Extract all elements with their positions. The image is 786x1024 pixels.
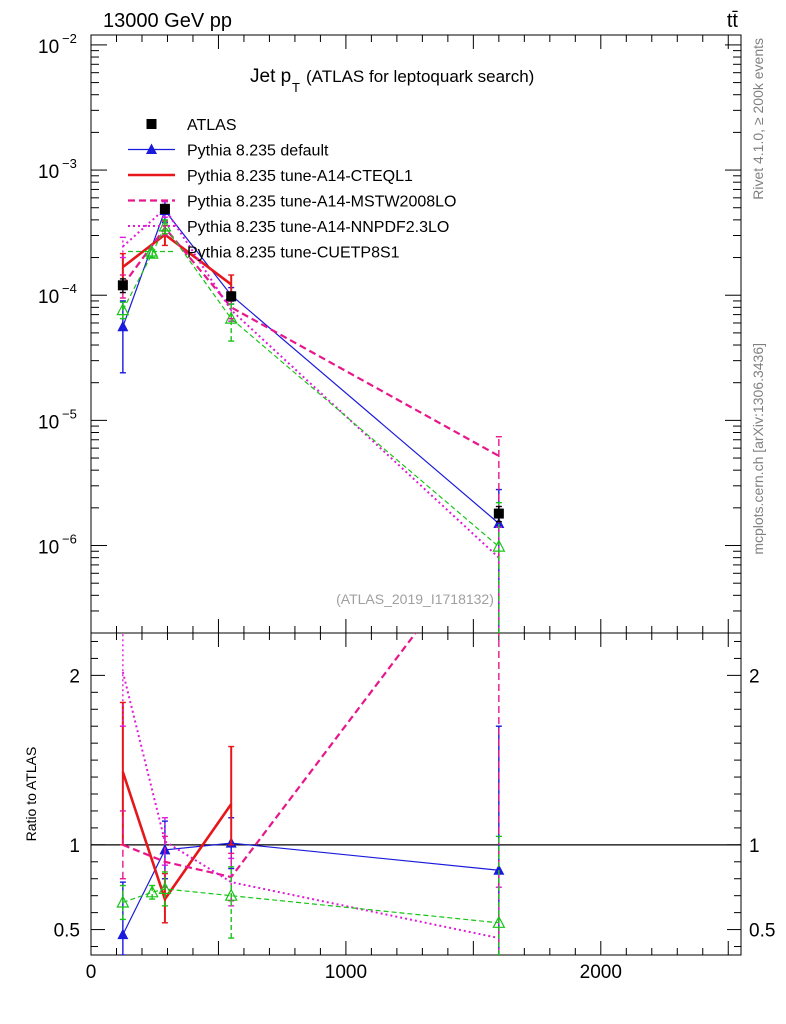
series-line [122,209,500,524]
ratio-y-tick-label-right: 2 [749,666,760,687]
data-point [117,928,129,940]
data-point [224,311,238,324]
legend-label: Pythia 8.235 default [187,143,329,160]
process-label: 13000 GeV pp [103,10,232,32]
series-line [121,671,500,940]
legend-entry-cuetp: Pythia 8.235 tune-CUETP8S1 [128,244,400,262]
series-cuetp [116,835,506,955]
title-main: Jet p [250,66,291,87]
data-point [158,881,172,895]
legend-label: Pythia 8.235 tune-A14-MSTW2008LO [187,194,456,211]
main-y-tick-exponent: −3 [62,156,77,171]
legend-marker [146,119,157,129]
legend-entry-atlas: ATLAS [146,117,237,134]
data-point [492,915,506,928]
ratio-y-tick-label: 2 [69,666,80,687]
series-line [122,842,499,935]
ratio-x-tick-label: 2000 [580,962,622,983]
ratio-axes: 0.5 0.5 1 1 2 2 0 1000 2000 [54,633,775,983]
series-atlas [117,203,504,523]
data-point [493,508,504,519]
series-nnpdf [119,200,502,633]
ratio-y-tick-label: 1 [69,836,80,857]
main-y-tick-exponent: −2 [62,31,77,46]
legend-entry-default: Pythia 8.235 default [128,143,329,160]
legend-entry-mstw: Pythia 8.235 tune-A14-MSTW2008LO [128,194,456,211]
main-axes: 10−210−310−410−510−6 [38,31,741,634]
series-line [121,771,233,902]
series-default [117,725,505,955]
legend-entry-cteql1: Pythia 8.235 tune-A14-CTEQL1 [128,168,413,185]
data-point [117,280,128,291]
data-point [493,864,505,875]
main-y-tick-label: 10 [38,538,59,559]
data-point [116,302,130,316]
analysis-id: (ATLAS_2019_I1718132) [336,591,494,607]
ratio-y-tick-label: 0.5 [54,921,80,942]
data-point [145,885,159,898]
ratio-y-axis-label: Ratio to ATLAS [23,747,39,842]
series-line [121,226,500,457]
legend-marker [146,143,157,154]
data-point [117,320,129,332]
data-point [492,539,506,552]
main-y-tick-exponent: −6 [62,532,77,547]
main-y-tick-exponent: −4 [62,281,77,296]
ratio-plot-area [91,633,741,955]
main-y-tick-label: 10 [38,412,59,433]
ratio-y-tick-label-right: 0.5 [749,921,775,942]
series-mstw [119,220,502,633]
series-line [122,633,417,879]
main-title: Jet p T (ATLAS for leptoquark search) [250,66,534,95]
series-line [122,888,499,924]
legend-label: Pythia 8.235 tune-A14-CTEQL1 [187,168,413,185]
ratio-x-tick-label: 1000 [325,962,367,983]
data-point [159,203,170,214]
data-point [158,219,172,232]
title-suffix: (ATLAS for leptoquark search) [306,67,534,86]
main-y-tick-label: 10 [38,287,59,308]
main-y-tick-label: 10 [38,37,59,58]
final-state-label: tt̄ [727,10,739,32]
legend-label: ATLAS [187,117,237,134]
legend-label: Pythia 8.235 tune-A14-NNPDF2.3LO [187,219,449,236]
data-point [224,888,238,901]
legend-marker [145,244,158,257]
mcplots-label: mcplots.cern.ch [arXiv:1306.3436] [750,343,766,555]
legend-label: Pythia 8.235 tune-CUETP8S1 [187,245,400,262]
series-mstw [119,633,502,955]
legend-entry-nnpdf: Pythia 8.235 tune-A14-NNPDF2.3LO [128,219,449,236]
title-subscript: T [292,80,300,95]
series-nnpdf [119,633,502,955]
series-cuetp [116,219,506,633]
data-point [226,291,237,302]
legend: ATLAS Pythia 8.235 default Pythia 8.235 tu… [128,117,456,262]
series-line [122,225,500,548]
series-default [117,200,505,633]
data-point [116,895,130,908]
main-y-tick-label: 10 [38,162,59,183]
ratio-x-tick-label: 0 [86,962,97,983]
ratio-y-tick-label-right: 1 [749,836,760,857]
main-y-tick-exponent: −5 [62,406,77,421]
main-plot-area [116,200,506,633]
rivet-label: Rivet 4.1.0, ≥ 200k events [750,38,766,200]
ratio-panel-frame [90,632,742,956]
series-line [122,207,500,559]
